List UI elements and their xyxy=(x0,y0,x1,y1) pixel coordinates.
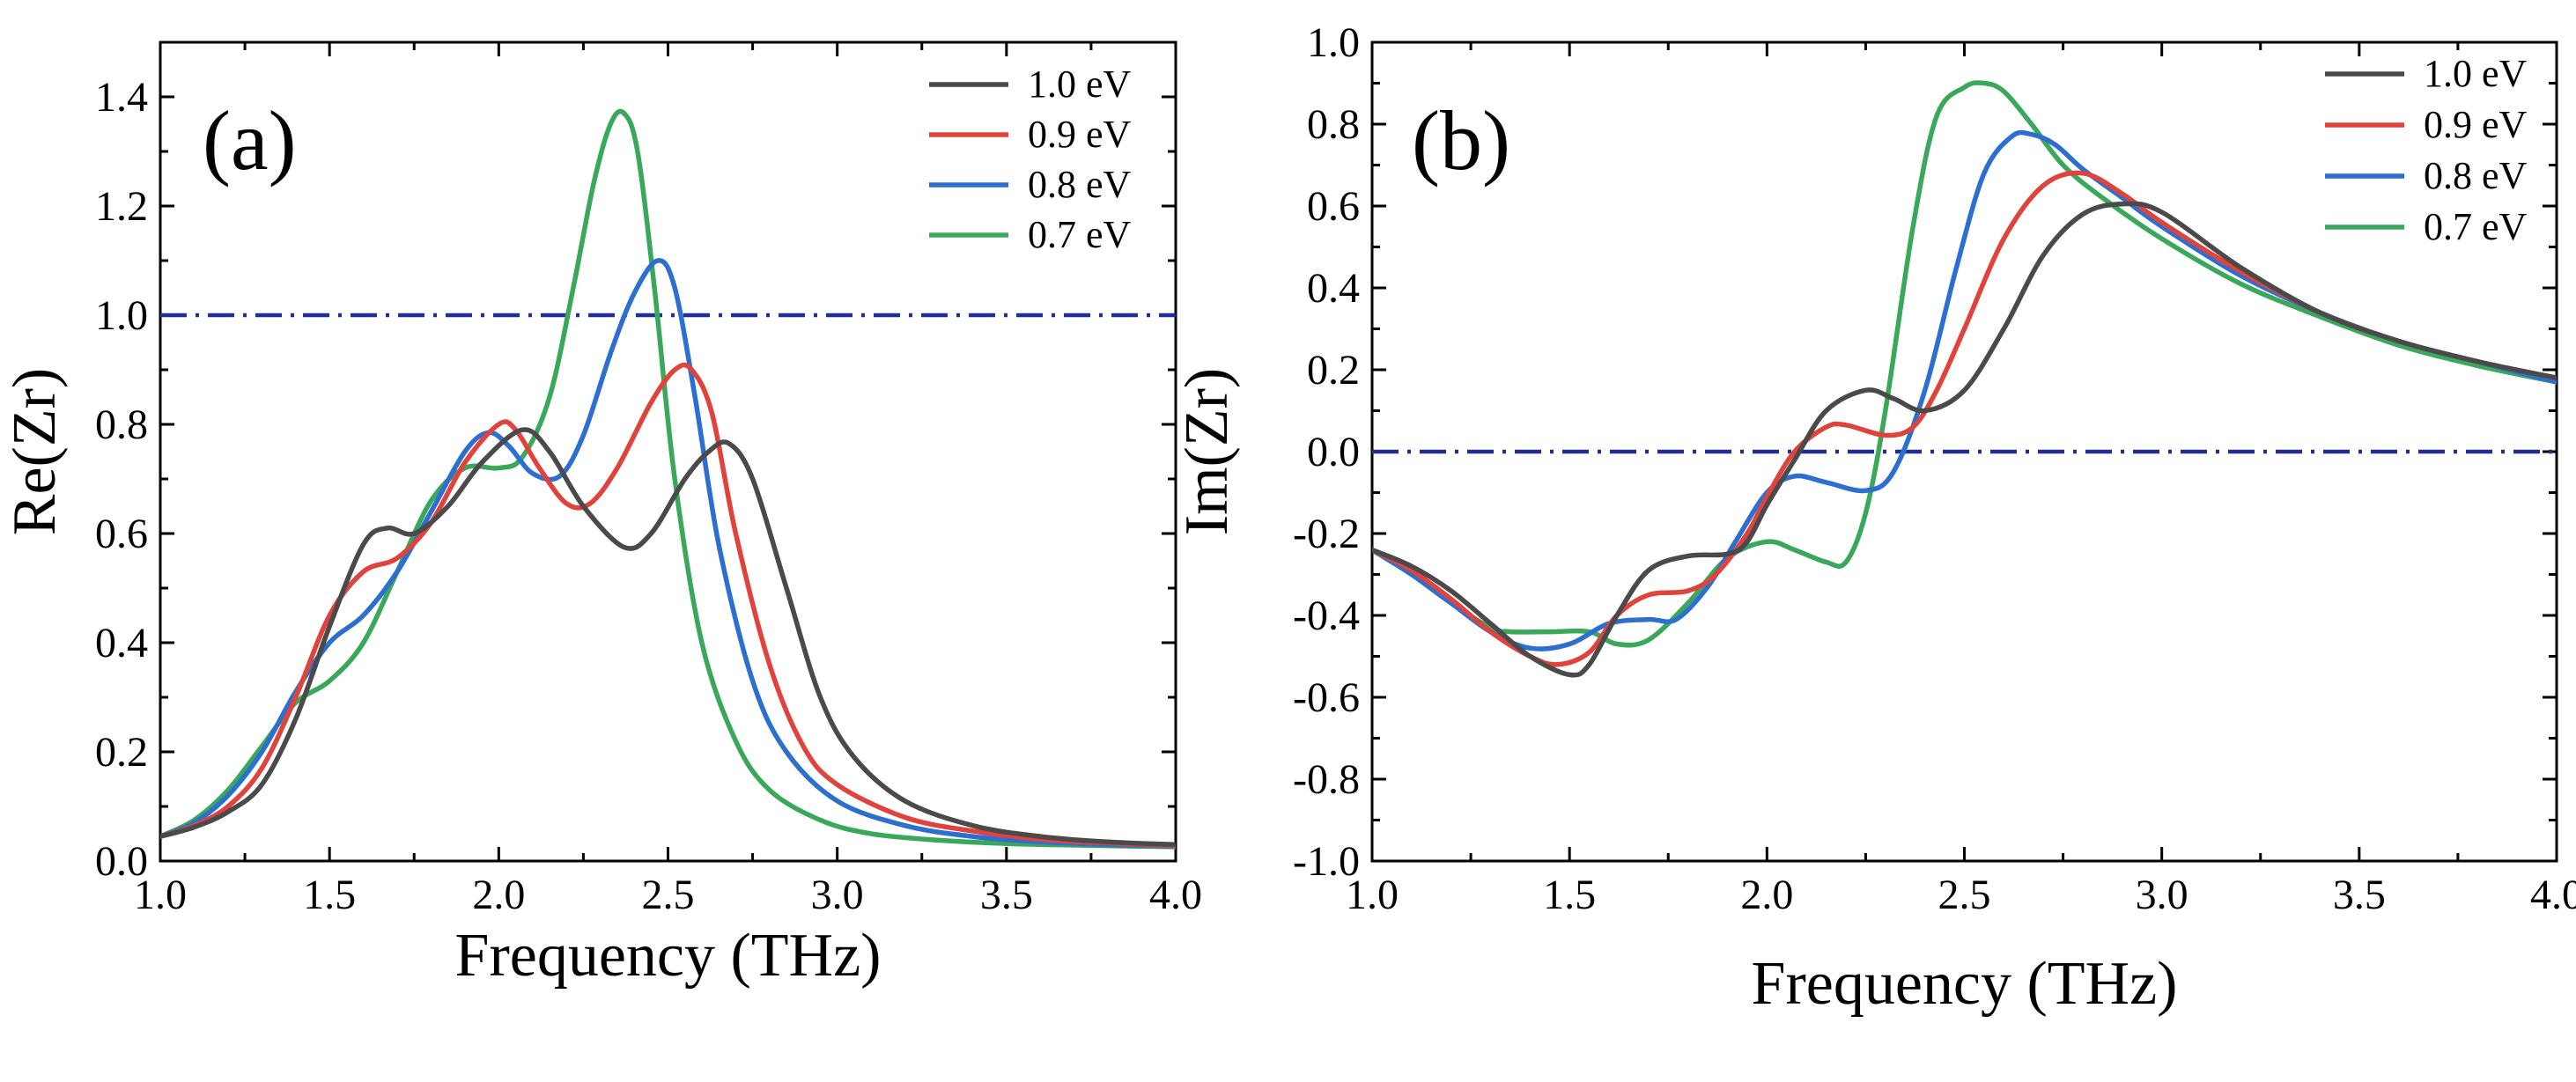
series-line-0-9-ev xyxy=(1372,170,2557,667)
y-tick-label: 1.4 xyxy=(95,74,148,121)
series-line-0-8-ev xyxy=(160,258,1176,850)
y-tick-label: 0.6 xyxy=(1307,183,1360,230)
y-tick-label: 1.0 xyxy=(95,292,148,339)
series-line-1-0-ev xyxy=(160,427,1176,848)
y-tick-label: 0.2 xyxy=(1307,347,1360,394)
y-tick-label: 1.0 xyxy=(1307,19,1360,66)
y-tick-label: -0.8 xyxy=(1293,756,1360,803)
x-tick-label: 2.5 xyxy=(1938,872,1991,918)
x-axis-label: Frequency (THz) xyxy=(1752,950,2178,1018)
y-tick-label: 0.8 xyxy=(1307,101,1360,148)
chart-panel-b: -1.0 -0.8 -0.6 -0.4 -0.2 0.0 0.2 0.4 0.6 0.8 1.0 1.… xyxy=(1173,19,2576,1018)
x-tick-label: 2.0 xyxy=(1740,872,1793,918)
y-axis-label: Im(Zr) xyxy=(1173,368,1241,535)
plot-frame xyxy=(159,40,1177,863)
y-tick-label: 0.0 xyxy=(1307,429,1360,475)
x-tick-label: 1.0 xyxy=(134,872,187,918)
y-tick-label: 0.4 xyxy=(1307,265,1360,312)
x-tick-label: 1.5 xyxy=(1543,872,1596,918)
x-axis-label: Frequency (THz) xyxy=(455,922,882,990)
legend-label: 0.8 eV xyxy=(2424,154,2528,197)
legend-label: 0.7 eV xyxy=(1028,213,1132,256)
x-tick-label: 1.0 xyxy=(1346,872,1399,918)
legend: 1.0 eV 0.9 eV 0.8 eV 0.7 eV xyxy=(2325,52,2528,248)
y-tick-label: -0.2 xyxy=(1293,511,1360,557)
x-tick-label: 4.0 xyxy=(1149,872,1202,918)
chart-panel-a: 0.0 0.2 0.4 0.6 0.8 1.0 1.2 1.4 1.0 1.5 2.0 2.5 3.0 3… xyxy=(1,40,1202,990)
series-line-0-7-ev xyxy=(160,108,1176,850)
legend-label: 0.9 eV xyxy=(1028,113,1132,156)
series-line-0-8-ev xyxy=(1372,129,2557,651)
legend: 1.0 eV 0.9 eV 0.8 eV 0.7 eV xyxy=(929,63,1132,256)
legend-label: 0.7 eV xyxy=(2424,205,2528,248)
legend-label: 1.0 eV xyxy=(2424,52,2528,95)
y-axis-label: Re(Zr) xyxy=(1,368,69,535)
y-tick-label: 0.2 xyxy=(95,729,148,776)
x-tick-label: 3.5 xyxy=(2333,872,2386,918)
legend-label: 0.8 eV xyxy=(1028,163,1132,206)
series-line-0-7-ev xyxy=(1372,80,2557,648)
x-tick-label: 1.5 xyxy=(303,872,356,918)
y-tick-label: -1.0 xyxy=(1293,838,1360,885)
y-tick-label: -0.6 xyxy=(1293,674,1360,721)
x-tick-label: 2.0 xyxy=(472,872,525,918)
series-line-1-0-ev xyxy=(1372,201,2557,678)
panel-label: (a) xyxy=(203,93,297,188)
y-tick-label: 1.2 xyxy=(95,183,148,230)
series-line-0-9-ev xyxy=(160,362,1176,849)
y-tick-label: 0.0 xyxy=(95,838,148,885)
panel-label: (b) xyxy=(1412,93,1510,188)
legend-label: 1.0 eV xyxy=(1028,63,1132,106)
x-tick-label: 4.0 xyxy=(2530,872,2576,918)
legend-label: 0.9 eV xyxy=(2424,103,2528,146)
y-tick-label: -0.4 xyxy=(1293,593,1360,639)
y-tick-label: 0.4 xyxy=(95,620,148,666)
y-tick-label: 0.6 xyxy=(95,511,148,557)
x-tick-label: 2.5 xyxy=(642,872,695,918)
x-tick-label: 3.0 xyxy=(811,872,864,918)
x-tick-label: 3.5 xyxy=(980,872,1033,918)
x-tick-label: 3.0 xyxy=(2136,872,2188,918)
y-tick-label: 0.8 xyxy=(95,401,148,448)
